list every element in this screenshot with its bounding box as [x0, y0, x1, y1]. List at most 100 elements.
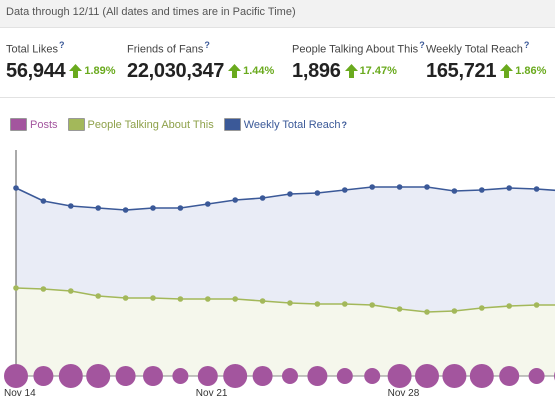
stat-label: Friends of Fans — [127, 43, 204, 56]
post-bubble — [282, 368, 298, 384]
post-bubble — [197, 366, 218, 386]
stat-change: 1.44% — [243, 65, 275, 78]
talking-point — [479, 305, 485, 311]
post-bubble — [528, 368, 545, 384]
legend-label: People Talking About This — [87, 118, 214, 131]
insights-chart: Nov 14 Nov 21 Nov 28 — [4, 150, 555, 399]
reach-point — [13, 185, 19, 191]
stat-label: Weekly Total Reach — [426, 43, 523, 56]
talking-point — [533, 302, 540, 308]
stat-value: 22,030,347 — [127, 59, 225, 82]
stat-people-talking: People Talking About This? 1,896 17.47% — [292, 40, 425, 83]
post-bubble — [364, 368, 381, 384]
talking-point — [13, 285, 19, 291]
post-bubble — [499, 366, 520, 386]
reach-point — [150, 205, 156, 211]
reach-point — [95, 205, 101, 211]
talking-point — [287, 300, 293, 306]
legend-label: Weekly Total Reach — [243, 118, 341, 131]
help-icon[interactable]: ? — [204, 40, 210, 50]
talking-point — [369, 302, 376, 308]
talking-point — [259, 298, 266, 304]
chart-legend: Posts People Talking About This Weekly T… — [10, 118, 347, 131]
stat-friends-of-fans: Friends of Fans? 22,030,347 1.44% — [127, 40, 274, 83]
stat-value: 1,896 — [292, 59, 341, 82]
reach-point — [451, 188, 458, 194]
reach-point — [232, 197, 238, 203]
reach-point — [342, 187, 348, 193]
help-icon[interactable]: ? — [523, 40, 530, 50]
legend-swatch-reach — [223, 118, 241, 131]
post-bubble — [86, 364, 111, 388]
talking-point — [177, 296, 184, 302]
reach-point — [479, 187, 485, 193]
stat-label: People Talking About This — [292, 43, 419, 56]
post-bubble — [115, 366, 136, 386]
talking-point — [396, 306, 403, 312]
post-bubble — [415, 364, 439, 388]
reach-point — [40, 198, 47, 204]
post-bubble — [33, 366, 54, 386]
arrow-up-icon — [228, 64, 242, 79]
talking-point — [424, 309, 430, 315]
reach-point — [424, 184, 430, 190]
talking-point — [342, 301, 348, 307]
post-bubble — [469, 364, 494, 388]
reach-point — [506, 185, 512, 191]
post-bubble — [442, 364, 467, 388]
legend-swatch-talking — [67, 118, 85, 131]
arrow-up-icon — [69, 64, 83, 79]
legend-item-posts[interactable]: Posts — [10, 118, 58, 131]
stat-total-likes: Total Likes? 56,944 1.89% — [6, 40, 116, 83]
help-icon[interactable]: ? — [58, 40, 65, 50]
reach-point — [533, 186, 540, 192]
arrow-up-icon — [500, 64, 514, 79]
reach-point — [205, 201, 211, 207]
x-tick-label: Nov 14 — [4, 388, 36, 399]
post-bubble — [252, 366, 273, 386]
post-bubble — [143, 366, 163, 386]
divider — [0, 97, 555, 98]
talking-point — [150, 295, 156, 301]
reach-point — [314, 190, 321, 196]
help-icon[interactable]: ? — [419, 40, 425, 50]
arrow-up-icon — [344, 64, 358, 79]
reach-point — [287, 191, 293, 197]
stat-value: 56,944 — [6, 59, 66, 82]
talking-area — [16, 288, 555, 376]
post-bubble — [58, 364, 83, 388]
stat-change: 17.47% — [359, 65, 397, 78]
post-bubble — [172, 368, 189, 384]
stat-change: 1.89% — [84, 65, 116, 78]
date-range-header: Data through 12/11 (All dates and times … — [0, 0, 555, 28]
legend-item-reach[interactable]: Weekly Total Reach? — [223, 118, 348, 131]
post-bubble — [223, 364, 248, 388]
stat-label: Total Likes — [6, 43, 58, 56]
reach-point — [68, 203, 74, 209]
date-range-text: Data through 12/11 (All dates and times … — [6, 6, 296, 18]
talking-point — [122, 295, 129, 301]
talking-point — [205, 296, 211, 302]
reach-point — [259, 195, 266, 201]
post-bubble — [387, 364, 412, 388]
legend-item-talking[interactable]: People Talking About This — [67, 118, 214, 131]
legend-swatch-posts — [10, 118, 27, 131]
post-bubble — [336, 368, 353, 384]
post-bubble — [4, 364, 28, 388]
x-tick-label: Nov 21 — [196, 388, 228, 399]
legend-label: Posts — [30, 118, 58, 131]
stat-value: 165,721 — [426, 59, 497, 82]
talking-point — [95, 293, 101, 299]
stat-weekly-reach: Weekly Total Reach? 165,721 1.86% — [426, 40, 546, 83]
talking-point — [314, 301, 321, 307]
reach-point — [122, 207, 129, 213]
talking-point — [40, 286, 47, 292]
help-icon[interactable]: ? — [341, 119, 348, 130]
stat-change: 1.86% — [515, 65, 547, 78]
reach-point — [177, 205, 184, 211]
x-tick-label: Nov 28 — [388, 388, 420, 399]
post-bubble — [307, 366, 328, 386]
talking-point — [232, 296, 238, 302]
reach-point — [369, 184, 376, 190]
talking-point — [451, 308, 458, 314]
